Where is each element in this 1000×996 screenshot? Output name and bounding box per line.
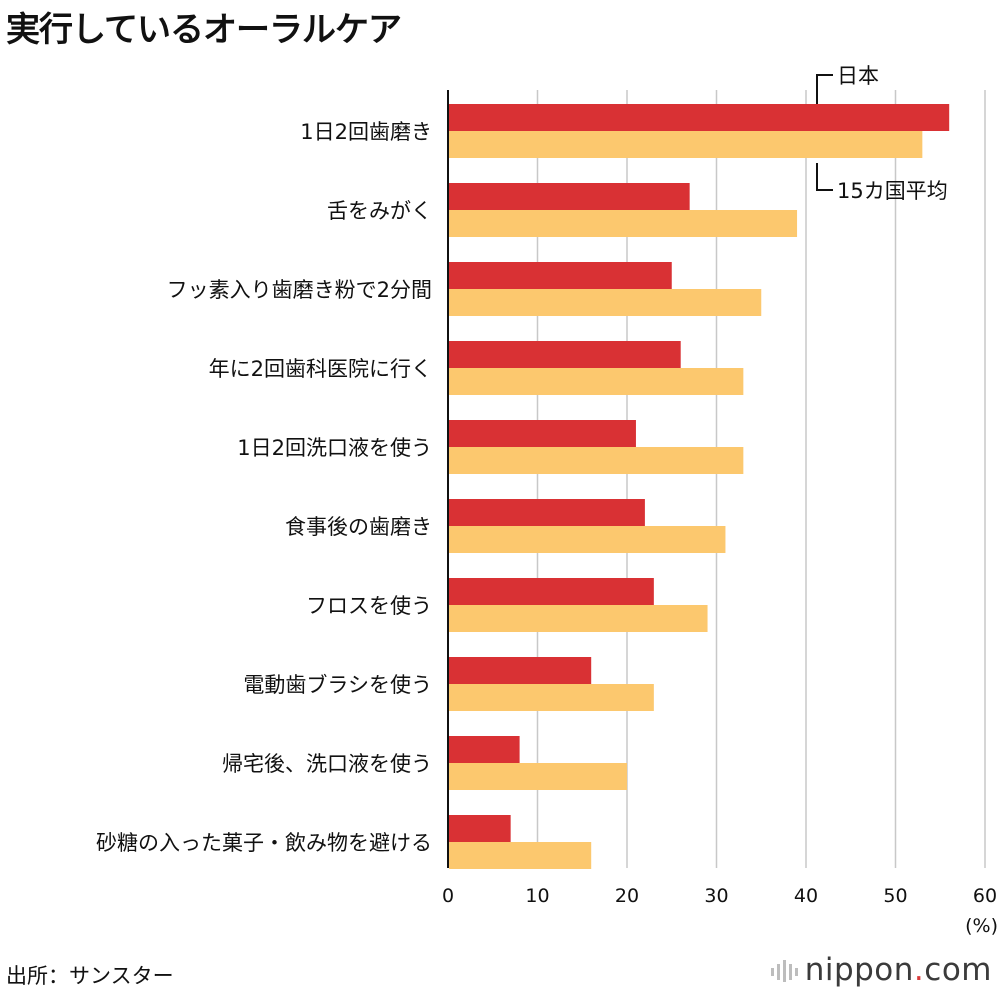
bar-average-7 <box>449 605 708 632</box>
bar-japan-1 <box>449 104 950 131</box>
bar-average-10 <box>449 842 592 869</box>
category-label-1: 1日2回歯磨き <box>300 120 432 144</box>
category-label-10: 砂糖の入った菓子・飲み物を避ける <box>96 831 432 855</box>
x-tick-50: 50 <box>883 885 907 907</box>
category-label-2: 舌をみがく <box>327 199 432 223</box>
legend-label-average: 15カ国平均 <box>837 179 948 203</box>
bar-average-3 <box>449 289 762 316</box>
brand-dot: . <box>913 952 925 988</box>
bar-average-4 <box>449 368 744 395</box>
category-label-7: フロスを使う <box>306 594 432 618</box>
bar-japan-4 <box>449 341 681 368</box>
x-tick-60: 60 <box>973 885 997 907</box>
bar-average-8 <box>449 684 654 711</box>
bar-average-2 <box>449 210 798 237</box>
x-tick-40: 40 <box>794 885 818 907</box>
legend-leader-japan <box>816 74 833 104</box>
bar-average-6 <box>449 526 726 553</box>
brand-name: nippon <box>804 952 914 988</box>
category-label-3: フッ素入り歯磨き粉で2分間 <box>167 278 432 302</box>
category-label-4: 年に2回歯科医院に行く <box>209 357 432 381</box>
unit-label: (%) <box>965 915 998 937</box>
x-tick-0: 0 <box>442 885 454 907</box>
category-label-8: 電動歯ブラシを使う <box>243 673 432 697</box>
bar-japan-8 <box>449 657 592 684</box>
bar-layer <box>449 104 950 869</box>
x-tick-30: 30 <box>704 885 728 907</box>
x-tick-labels: 0 10 20 30 40 50 60 <box>442 885 997 907</box>
category-label-9: 帰宅後、洗口液を使う <box>222 752 432 776</box>
legend-label-japan: 日本 <box>837 64 879 88</box>
bar-japan-2 <box>449 183 690 210</box>
bar-japan-6 <box>449 499 645 526</box>
source-note: 出所：サンスター <box>6 964 174 988</box>
brand-tld: com <box>924 952 992 988</box>
category-label-6: 食事後の歯磨き <box>285 515 432 539</box>
x-tick-10: 10 <box>525 885 549 907</box>
x-tick-20: 20 <box>615 885 639 907</box>
legend: 日本 15カ国平均 <box>816 64 948 203</box>
bar-average-5 <box>449 447 744 474</box>
bar-japan-10 <box>449 815 511 842</box>
bar-japan-7 <box>449 578 654 605</box>
bar-average-1 <box>449 131 923 158</box>
brand-logo: nippon.com <box>770 952 992 990</box>
chart-title: 実行しているオーラルケア <box>6 10 402 50</box>
bar-average-9 <box>449 763 627 790</box>
bar-japan-5 <box>449 420 636 447</box>
legend-leader-average <box>816 163 833 191</box>
category-label-5: 1日2回洗口液を使う <box>237 436 432 460</box>
bar-japan-9 <box>449 736 520 763</box>
signal-bars-icon <box>770 954 801 990</box>
bar-japan-3 <box>449 262 672 289</box>
